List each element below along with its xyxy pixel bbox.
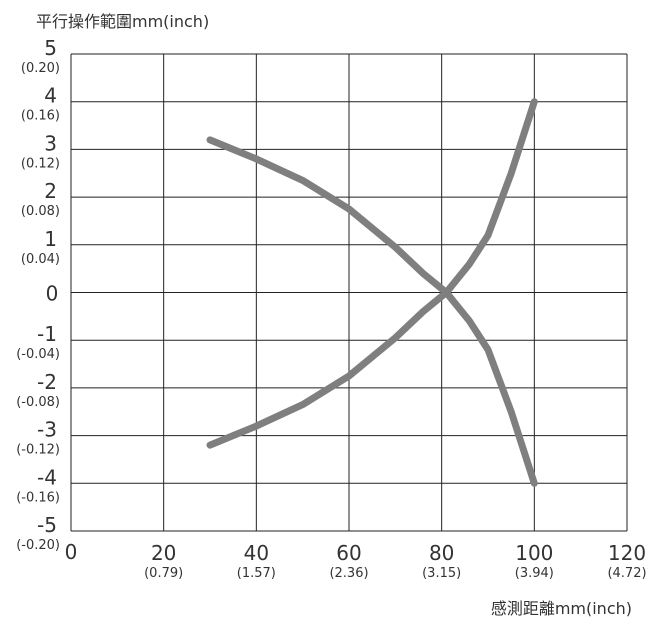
x-tick-sublabel: (0.79)	[144, 566, 183, 581]
x-tick-label: 120	[608, 541, 646, 565]
x-tick-label: 100	[515, 541, 553, 565]
y-tick-sublabel: (-0.16)	[16, 490, 60, 505]
y-tick-sublabel: (0.04)	[21, 252, 60, 267]
x-tick-label: 60	[336, 541, 361, 565]
x-tick-label: 80	[429, 541, 454, 565]
y-tick-label: 4	[44, 84, 57, 108]
x-tick-sublabel: (4.72)	[607, 566, 646, 581]
y-tick-label: 3	[44, 131, 57, 155]
y-tick-sublabel: (0.20)	[21, 61, 60, 76]
y-tick-sublabel: (-0.08)	[16, 395, 60, 410]
y-tick-label: -4	[37, 465, 57, 489]
y-tick-sublabel: (-0.12)	[16, 443, 60, 458]
y-tick-sublabel: (-0.20)	[16, 538, 60, 553]
x-tick-label: 40	[244, 541, 269, 565]
y-tick-label: -3	[37, 418, 57, 442]
y-tick-label: 1	[44, 227, 57, 251]
y-tick-label: 2	[44, 179, 57, 203]
x-tick-sublabel: (3.94)	[515, 566, 554, 581]
x-tick-sublabel: (1.57)	[237, 566, 276, 581]
y-tick-sublabel: (0.08)	[21, 204, 60, 219]
y-tick-sublabel: (0.12)	[21, 156, 60, 171]
x-tick-label: 20	[151, 541, 176, 565]
y-axis-title: 平行操作範圍mm(inch)	[36, 12, 209, 31]
y-tick-label: -2	[37, 370, 57, 394]
x-tick-sublabel: (3.15)	[422, 566, 461, 581]
y-tick-label: -1	[37, 322, 57, 346]
series-line-1	[206, 136, 538, 487]
grid	[70, 53, 628, 532]
series-line-2	[206, 98, 538, 449]
y-tick-label: 5	[44, 36, 57, 60]
y-tick-sublabel: (0.16)	[21, 109, 60, 124]
y-tick-label: 0	[46, 282, 59, 306]
series-group	[206, 98, 538, 487]
y-tick-sublabel: (-0.04)	[16, 347, 60, 362]
y-tick-label: -5	[37, 513, 57, 537]
x-axis-title: 感測距離mm(inch)	[491, 599, 632, 618]
x-tick-sublabel: (2.36)	[329, 566, 368, 581]
tick-labels: 0 20(0.79)40(1.57)60(2.36)80(3.15)100(3.9…	[16, 36, 646, 581]
x-tick-label: 0	[65, 540, 78, 564]
